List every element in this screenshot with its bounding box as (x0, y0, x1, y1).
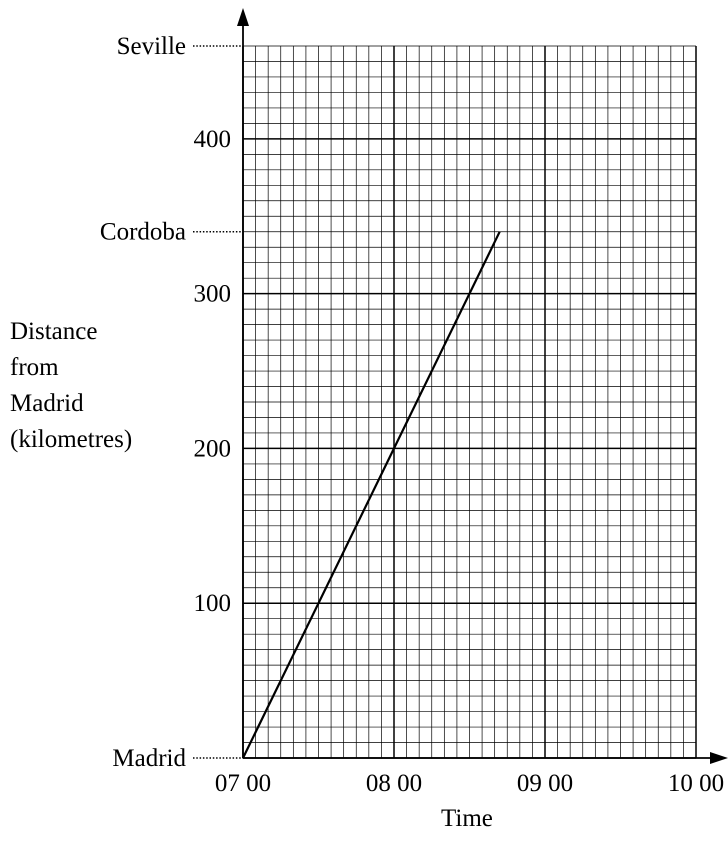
grid (242, 45, 697, 759)
place-label: Seville (117, 33, 186, 60)
place-label: Madrid (112, 745, 186, 772)
x-tick-label: 07 00 (215, 770, 271, 797)
y-axis-label-line-4: (kilometres) (10, 426, 133, 453)
y-tick-label: 200 (194, 435, 232, 462)
y-tick-label: 100 (194, 590, 232, 617)
place-label: Cordoba (100, 219, 186, 246)
series (242, 231, 501, 759)
y-axis-label: Distance from Madrid (kilometres) (10, 314, 132, 458)
x-tick-label: 10 00 (668, 770, 724, 797)
x-axis-arrow (710, 752, 728, 764)
x-tick-labels: 07 00 08 00 09 00 10 00 (215, 770, 724, 797)
y-axis-label-line-3: Madrid (10, 390, 84, 417)
axes (237, 8, 728, 764)
y-tick-label: 300 (194, 281, 232, 308)
y-tick-label: 400 (194, 126, 232, 153)
x-tick-label: 09 00 (517, 770, 573, 797)
place-markers: Madrid Cordoba Seville (100, 33, 243, 772)
y-tick-labels: 100 200 300 400 (194, 126, 232, 617)
y-axis-arrow (237, 8, 249, 26)
y-axis-label-line-2: from (10, 354, 59, 381)
series-line (242, 231, 501, 759)
x-axis-label: Time (441, 805, 493, 832)
y-axis-label-line-1: Distance (10, 318, 98, 345)
x-tick-label: 08 00 (366, 770, 422, 797)
